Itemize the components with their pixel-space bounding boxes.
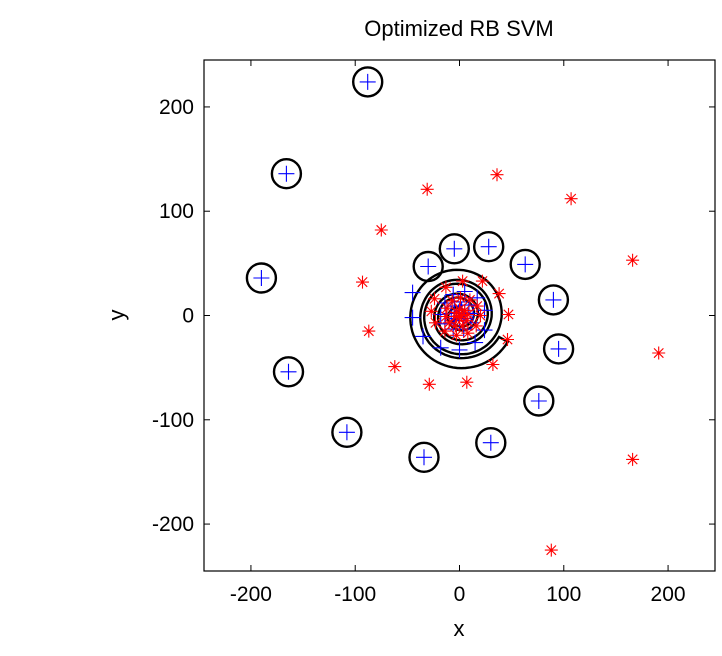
plus-point-14	[404, 284, 421, 301]
asterisk-point-40	[449, 310, 463, 323]
asterisk-point-31	[439, 310, 453, 323]
plus-point-6	[482, 434, 499, 451]
y-tick-label-1: -100	[152, 409, 194, 432]
asterisk-point-18	[428, 292, 441, 306]
boundary-ring-0	[352, 66, 384, 98]
class-negative-points	[356, 168, 666, 557]
axis-ticks: -200 -100 0 100 200 -200 -100 0 100 200	[152, 60, 715, 606]
asterisk-point-0	[490, 168, 504, 182]
asterisk-point-32	[442, 316, 456, 330]
boundary-ring-12	[438, 233, 470, 265]
plus-point-12	[446, 240, 463, 257]
asterisk-point-20	[429, 316, 442, 330]
plus-point-1	[278, 165, 295, 182]
plus-point-3	[280, 363, 297, 380]
y-axis-label: y	[104, 310, 129, 321]
asterisk-point-36	[461, 308, 475, 321]
asterisk-point-26	[470, 299, 484, 313]
boundary-ring-2	[245, 262, 278, 294]
boundary-ring-8	[542, 333, 575, 365]
asterisk-point-10	[460, 375, 474, 389]
boundary-ring-6	[475, 427, 507, 459]
boundary-ring-3	[272, 356, 305, 388]
asterisk-point-35	[460, 314, 474, 328]
plus-point-15	[404, 309, 421, 326]
plus-point-7	[530, 393, 547, 409]
x-tick-label-3: 100	[546, 583, 581, 606]
asterisk-point-15	[475, 274, 489, 288]
plus-point-11	[480, 238, 497, 255]
asterisk-point-44	[626, 452, 640, 466]
boundary-ring-11	[473, 230, 505, 263]
plus-point-17	[432, 339, 449, 356]
asterisk-point-24	[469, 319, 483, 333]
asterisk-point-42	[455, 309, 469, 322]
plus-point-5	[416, 449, 432, 466]
y-tick-label-4: 200	[159, 96, 194, 119]
asterisk-point-43	[544, 543, 558, 557]
x-tick-label-0: -200	[230, 583, 272, 606]
plus-point-0	[359, 73, 376, 90]
chart-title: Optimized RB SVM	[364, 16, 554, 41]
asterisk-point-17	[439, 280, 453, 294]
plus-point-16	[415, 328, 431, 345]
y-tick-label-3: 100	[159, 200, 194, 223]
plus-point-19	[467, 334, 484, 351]
plus-point-8	[550, 340, 567, 357]
asterisk-point-12	[501, 333, 514, 346]
asterisk-point-5	[356, 275, 369, 289]
asterisk-point-23	[461, 326, 475, 340]
x-tick-label-2: 0	[454, 583, 466, 606]
y-tick-label-0: -200	[152, 513, 194, 536]
asterisk-point-6	[362, 324, 376, 338]
asterisk-point-28	[454, 291, 467, 305]
asterisk-point-37	[458, 303, 472, 317]
asterisk-point-33	[448, 319, 462, 333]
decision-boundary-contours	[245, 66, 575, 473]
asterisk-point-8	[388, 360, 402, 374]
plus-point-2	[253, 270, 270, 286]
asterisk-point-29	[445, 294, 459, 308]
plus-point-23	[456, 283, 473, 300]
asterisk-point-25	[473, 309, 487, 322]
asterisk-point-21	[438, 324, 452, 338]
asterisk-point-3	[374, 223, 388, 237]
boundary-ring-5	[408, 441, 440, 473]
asterisk-point-2	[420, 182, 434, 196]
x-tick-label-1: -100	[334, 583, 376, 606]
asterisk-point-27	[463, 293, 477, 307]
asterisk-point-22	[449, 328, 463, 342]
asterisk-point-13	[502, 308, 515, 321]
asterisk-point-7	[652, 346, 666, 360]
asterisk-point-19	[424, 304, 438, 318]
asterisk-point-9	[422, 377, 436, 391]
plus-point-4	[338, 424, 355, 441]
boundary-ring-4	[331, 416, 363, 448]
asterisk-point-1	[564, 192, 578, 206]
asterisk-point-34	[456, 319, 470, 333]
asterisk-point-30	[440, 301, 454, 315]
plus-point-13	[420, 258, 437, 275]
boundary-ring-1	[270, 157, 303, 190]
asterisk-point-4	[626, 253, 640, 267]
asterisk-point-16	[456, 274, 470, 288]
y-tick-label-2: 0	[182, 305, 194, 328]
plus-point-18	[451, 341, 468, 358]
plus-point-10	[517, 256, 534, 273]
asterisk-point-14	[492, 287, 506, 301]
boundary-ring-7	[523, 385, 555, 417]
x-tick-label-4: 200	[651, 583, 686, 606]
boundary-ring-10	[509, 248, 541, 281]
plus-point-9	[545, 291, 562, 308]
plus-point-20	[476, 322, 493, 339]
boundary-ring-9	[537, 284, 570, 316]
asterisk-point-11	[486, 358, 500, 371]
x-axis-label: x	[454, 616, 465, 641]
